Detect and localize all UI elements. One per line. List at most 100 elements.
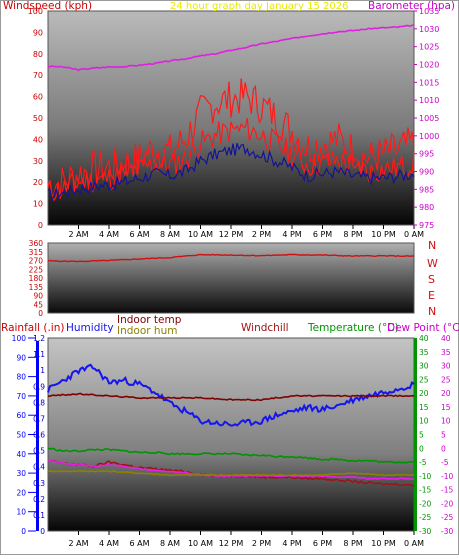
- wind-y-tick-label: 90: [33, 28, 43, 37]
- temperature-y-tick-label: -10: [419, 472, 431, 481]
- dewpoint-y-tick-label: -20: [441, 499, 453, 508]
- wind-y-tick-label: 70: [33, 71, 43, 80]
- wind-y-tick-label: 80: [33, 50, 43, 59]
- series-windchill: [47, 459, 415, 487]
- chart-title: 24 hour graph day January 15 2026: [170, 1, 348, 12]
- rainfall-axis-bar: [36, 341, 39, 531]
- dewpoint-y-tick-label: 20: [441, 389, 451, 398]
- humidity-y-tick-label: 0.6: [33, 431, 45, 440]
- barometer-y-tick-label: 1035: [419, 7, 439, 16]
- rainfall-y-tick-label: 30: [16, 469, 26, 478]
- temperature-y-tick-label: -20: [419, 499, 431, 508]
- direction-y-tick-label: 225: [29, 265, 44, 274]
- temp-time-label: 2 PM: [252, 539, 271, 548]
- direction-y-tick-label: 0: [38, 309, 43, 318]
- barometer-y-tick-label: 1000: [419, 132, 439, 141]
- direction-label-s: S: [428, 273, 435, 286]
- direction-y-tick-label: 360: [29, 239, 44, 248]
- rainfall-y-tick-label: 10: [16, 508, 26, 517]
- legend-indoor-hum: Indoor hum: [117, 325, 177, 337]
- dewpoint-y-tick-label: -15: [441, 486, 453, 495]
- temp-time-label: 10 PM: [371, 539, 396, 548]
- wind-y-tick-label: 40: [33, 135, 43, 144]
- wind-time-label: 0 AM: [404, 230, 424, 239]
- temp-time-label: 12 PM: [219, 539, 244, 548]
- dewpoint-y-tick-label: 30: [441, 362, 451, 371]
- series-temperature-c-: [47, 447, 415, 464]
- temperature-y-tick-label: -15: [419, 486, 431, 495]
- dewpoint-y-tick-label: 5: [441, 431, 446, 440]
- dewpoint-y-tick-label: 25: [441, 375, 451, 384]
- rainfall-y-tick-label: 100: [12, 334, 27, 343]
- direction-label-e: E: [428, 289, 435, 302]
- wind-time-label: 8 PM: [343, 230, 362, 239]
- rainfall-y-tick-label: 0: [21, 527, 26, 536]
- wind-time-label: 10 PM: [371, 230, 396, 239]
- wind-y-tick-label: 60: [33, 93, 43, 102]
- direction-y-tick-label: 45: [33, 300, 43, 309]
- dewpoint-y-tick-label: -25: [441, 513, 453, 522]
- temperature-y-tick-label: 0: [419, 444, 424, 453]
- direction-plot-area: [47, 242, 415, 314]
- wind-time-label: 2 PM: [252, 230, 271, 239]
- rainfall-y-tick-label: 20: [16, 488, 26, 497]
- legend-temperature: Temperature (°C): [307, 322, 399, 334]
- temperature-y-tick-label: 10: [419, 417, 429, 426]
- dewpoint-y-tick-label: 10: [441, 417, 451, 426]
- wind-time-label: 4 AM: [99, 230, 119, 239]
- dewpoint-y-tick-label: 40: [441, 334, 451, 343]
- rainfall-y-tick-label: 90: [16, 353, 26, 362]
- direction-label-n-top: N: [428, 239, 436, 252]
- direction-label-n-bottom: N: [428, 305, 436, 318]
- wind-axis-title: Windspeed (kph): [3, 0, 92, 12]
- temperature-y-tick-label: 30: [419, 362, 429, 371]
- barometer-y-tick-label: 1015: [419, 78, 439, 87]
- temp-time-label: 6 AM: [129, 539, 149, 548]
- wind-time-label: 8 AM: [160, 230, 180, 239]
- barometer-y-tick-label: 1025: [419, 43, 439, 52]
- rainfall-y-tick-label: 40: [16, 450, 26, 459]
- direction-y-tick-label: 270: [29, 257, 44, 266]
- rainfall-y-tick-label: 50: [16, 431, 26, 440]
- humidity-y-tick-label: 1.1: [33, 350, 45, 359]
- direction-y-tick-label: 315: [29, 248, 44, 257]
- barometer-y-tick-label: 985: [419, 185, 434, 194]
- wind-time-label: 4 PM: [282, 230, 301, 239]
- humidity-y-tick-label: 0: [40, 527, 45, 536]
- humidity-y-tick-label: 0.2: [33, 495, 45, 504]
- dewpoint-y-tick-label: -10: [441, 472, 453, 481]
- temperature-y-tick-label: 40: [419, 334, 429, 343]
- direction-y-tick-label: 90: [33, 292, 43, 301]
- temp-time-label: 4 AM: [99, 539, 119, 548]
- wind-time-label: 10 AM: [188, 230, 213, 239]
- series-wind-gust: [47, 78, 415, 199]
- direction-label-w: W: [427, 257, 438, 270]
- humidity-y-tick-label: 0.9: [33, 382, 45, 391]
- series-wind-average: [47, 143, 415, 202]
- humidity-y-tick-label: 0.7: [33, 414, 45, 423]
- humidity-y-tick-label: 0.1: [33, 511, 45, 520]
- temp-time-label: 8 PM: [343, 539, 362, 548]
- temperature-axis-bar: [414, 338, 417, 531]
- barometer-y-tick-label: 1010: [419, 96, 439, 105]
- dewpoint-y-tick-label: -30: [441, 527, 453, 536]
- wind-y-tick-label: 0: [38, 221, 43, 230]
- wind-y-tick-label: 20: [33, 178, 43, 187]
- wind-time-label: 6 AM: [129, 230, 149, 239]
- temperature-y-tick-label: -5: [419, 458, 427, 467]
- humidity-y-tick-label: 0.4: [33, 463, 45, 472]
- legend-indoor-temp: Indoor temp: [117, 314, 182, 326]
- humidity-y-tick-label: 1: [40, 366, 45, 375]
- rainfall-y-tick-label: 70: [16, 392, 26, 401]
- legend-dew-point: Dew Point (°C): [387, 322, 459, 334]
- wind-y-tick-label: 30: [33, 157, 43, 166]
- temp-time-label: 4 PM: [282, 539, 301, 548]
- barometer-y-tick-label: 975: [419, 221, 434, 230]
- temperature-y-tick-label: -25: [419, 513, 431, 522]
- temp-time-label: 0 AM: [404, 539, 424, 548]
- series-indoor-hum: [47, 469, 415, 477]
- dewpoint-y-tick-label: -5: [441, 458, 449, 467]
